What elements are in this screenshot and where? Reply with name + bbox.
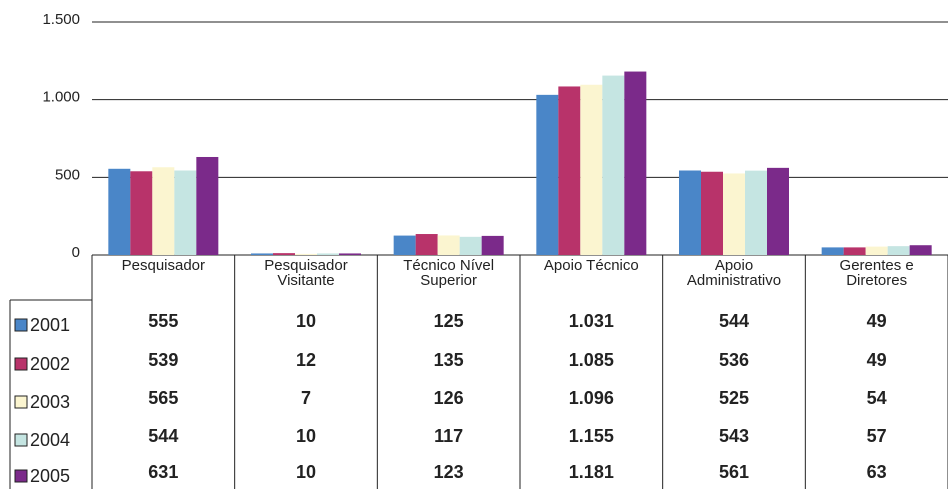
bar [602,75,625,255]
table-value: 135 [434,350,464,370]
y-tick-label: 1.500 [42,11,80,28]
bar [887,246,910,255]
table-value: 543 [719,426,749,446]
bar [536,94,559,255]
table-value: 7 [301,388,311,408]
bar [437,235,460,255]
table-value: 63 [867,462,887,482]
bar [723,173,745,255]
category-label: Apoio Técnico [543,257,639,274]
bar [558,86,581,255]
bar [580,84,603,255]
table-value: 10 [296,311,316,331]
legend-swatch [14,318,28,332]
table-value: 525 [719,388,749,408]
legend-label: 2005 [30,466,70,486]
bar [865,246,888,255]
category-label: Técnico Nível Superior [403,257,495,289]
bar [679,170,701,255]
bar [108,168,131,255]
table-value: 539 [148,350,178,370]
table-value: 10 [296,462,316,482]
category-label: Pesquisador Visitante [264,257,348,289]
legend-swatch [14,395,28,409]
bar [251,253,273,255]
table-value: 1.155 [569,426,614,446]
legend-label: 2003 [30,392,70,412]
table-value: 565 [148,388,178,408]
y-tick-label: 0 [72,244,80,261]
table-value: 123 [434,462,464,482]
table-value: 561 [719,462,749,482]
table-value: 12 [296,350,316,370]
table-value: 49 [867,311,887,331]
bar [130,171,153,255]
bar [745,170,767,255]
bar [196,156,219,255]
legend-label: 2004 [30,430,70,450]
category-label: Apoio Administrativo [686,257,782,289]
bar [821,247,844,255]
bar [174,170,197,255]
table-value: 631 [148,462,178,482]
bar [415,234,438,255]
bar [843,247,866,255]
bar [295,253,317,255]
table-value: 555 [148,311,178,331]
bar [339,253,361,255]
bar [317,253,339,255]
table-value: 57 [867,426,887,446]
legend-swatch [14,433,28,447]
table-value: 125 [434,311,464,331]
category-label: Pesquisador [121,257,206,274]
bar [481,235,504,255]
table-value: 544 [148,426,178,446]
table-value: 49 [867,350,887,370]
legend-label: 2001 [30,315,70,335]
legend-swatch [14,357,28,371]
bar [767,167,789,255]
table-value: 54 [867,388,887,408]
bar [624,71,647,255]
legend-label: 2002 [30,354,70,374]
table-value: 1.096 [569,388,614,408]
bar [701,171,723,255]
table-value: 1.085 [569,350,614,370]
table-value: 536 [719,350,749,370]
table-value: 126 [434,388,464,408]
y-tick-label: 1.000 [42,89,80,106]
table-value: 544 [719,311,749,331]
category-label: Gerentes e Diretores [839,257,914,289]
bar [273,253,295,255]
table-value: 1.181 [569,462,614,482]
bar [459,236,482,255]
table-value: 117 [434,426,463,446]
table-value: 10 [296,426,316,446]
legend-swatch [14,469,28,483]
bar [152,167,175,255]
bar [909,245,932,255]
y-tick-label: 500 [55,166,80,183]
bar [393,235,416,255]
table-value: 1.031 [569,311,614,331]
